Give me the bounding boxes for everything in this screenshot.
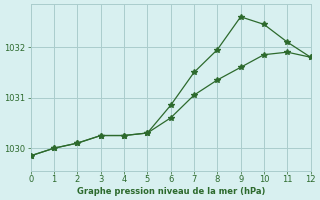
X-axis label: Graphe pression niveau de la mer (hPa): Graphe pression niveau de la mer (hPa) [76, 187, 265, 196]
